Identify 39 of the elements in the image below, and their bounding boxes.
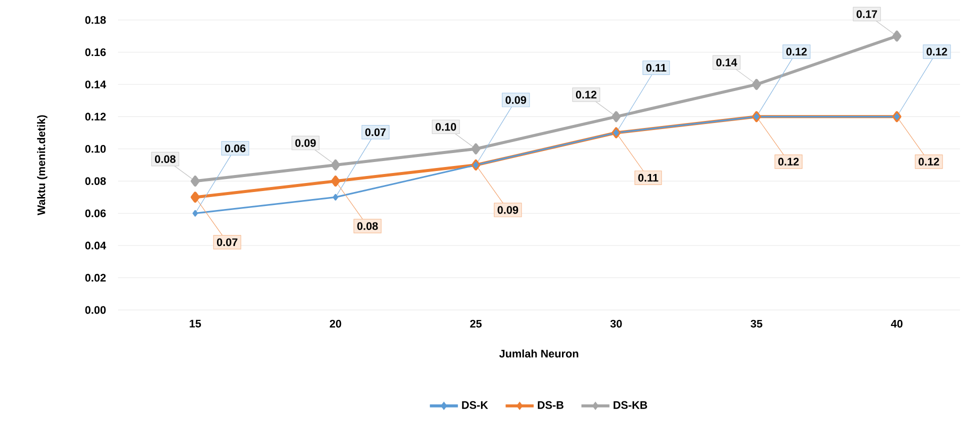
- data-label: 0.10: [436, 123, 456, 131]
- y-tick-label: 0.04: [85, 242, 106, 250]
- legend-label: DS-KB: [614, 401, 648, 409]
- data-label: 0.09: [295, 139, 316, 147]
- y-tick-label: 0.08: [85, 177, 106, 185]
- x-tick-label: 35: [750, 320, 762, 328]
- data-label: 0.07: [365, 128, 386, 136]
- x-axis-title: Jumlah Neuron: [499, 349, 578, 358]
- data-label: 0.12: [576, 90, 596, 99]
- y-axis-title: Waktu (menit.detik): [37, 115, 48, 216]
- y-tick-label: 0.18: [85, 16, 106, 24]
- y-tick-label: 0.16: [85, 48, 106, 56]
- data-label: 0.09: [506, 96, 526, 104]
- x-tick-label: 20: [330, 320, 342, 328]
- data-label: 0.12: [926, 48, 948, 56]
- data-label: 0.11: [646, 64, 666, 72]
- y-tick-label: 0.02: [85, 274, 106, 282]
- data-label: 0.09: [498, 206, 518, 214]
- data-label: 0.17: [856, 10, 878, 18]
- data-label: 0.08: [357, 222, 378, 230]
- data-label: 0.07: [216, 238, 238, 246]
- legend-label: DS-B: [538, 401, 564, 409]
- y-tick-label: 0.12: [85, 112, 106, 121]
- x-tick-label: 30: [610, 320, 622, 328]
- x-tick-label: 15: [190, 320, 201, 328]
- data-label: 0.11: [638, 174, 658, 182]
- y-tick-label: 0.10: [85, 145, 106, 153]
- data-label: 0.12: [778, 158, 799, 166]
- y-tick-label: 0.06: [85, 209, 106, 218]
- x-tick-label: 40: [890, 320, 902, 328]
- y-tick-label: 0.00: [85, 306, 106, 314]
- data-label: 0.12: [786, 48, 807, 56]
- y-tick-label: 0.14: [85, 80, 106, 88]
- data-label: 0.08: [154, 155, 176, 163]
- data-label: 0.06: [224, 144, 246, 152]
- legend-label: DS-K: [462, 401, 488, 409]
- data-label: 0.12: [918, 158, 940, 166]
- x-tick-label: 25: [470, 320, 482, 328]
- data-label: 0.14: [716, 58, 738, 66]
